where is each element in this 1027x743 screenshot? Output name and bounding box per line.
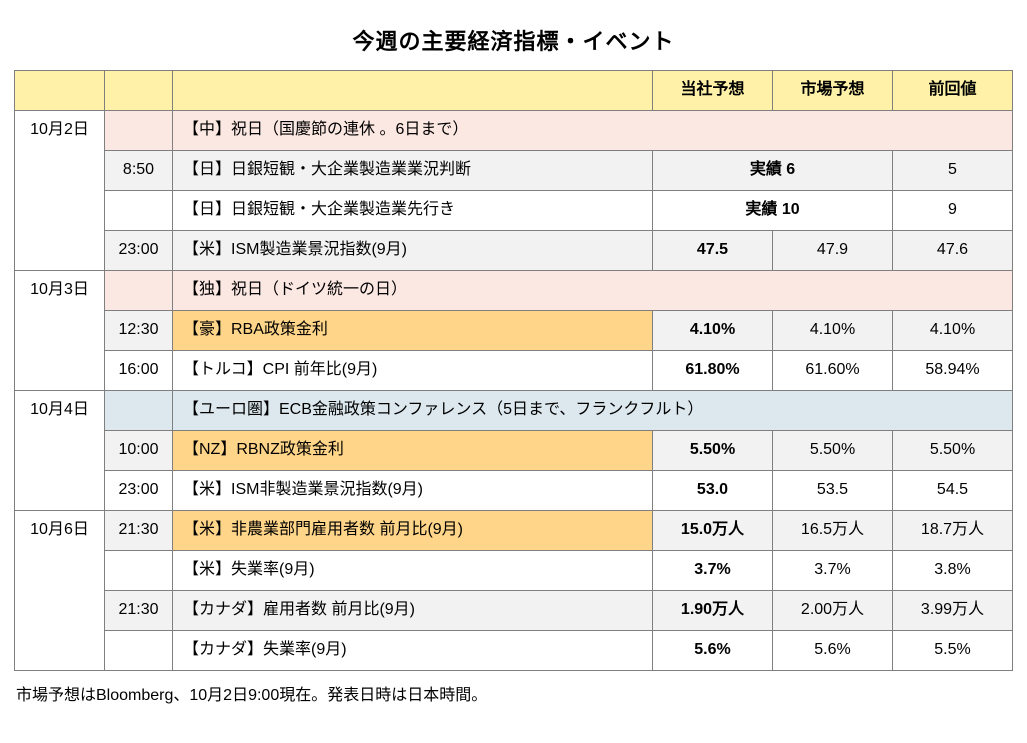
cell-ours: 47.5	[653, 231, 773, 271]
cell-prev: 5	[893, 151, 1013, 191]
page-title: 今週の主要経済指標・イベント	[14, 24, 1013, 56]
cell-ours-market-span: 実績 10	[653, 191, 893, 231]
cell-event: 【豪】RBA政策金利	[173, 311, 653, 351]
cell-ours: 3.7%	[653, 551, 773, 591]
table-row: 10月6日21:30【米】非農業部門雇用者数 前月比(9月)15.0万人16.5…	[15, 511, 1013, 551]
cell-prev: 3.8%	[893, 551, 1013, 591]
cell-event: 【カナダ】失業率(9月)	[173, 631, 653, 671]
cell-ours: 53.0	[653, 471, 773, 511]
cell-time: 23:00	[105, 231, 173, 271]
cell-ours: 61.80%	[653, 351, 773, 391]
cell-time: 21:30	[105, 511, 173, 551]
cell-prev: 5.50%	[893, 431, 1013, 471]
cell-date: 10月3日	[15, 271, 105, 391]
cell-time	[105, 551, 173, 591]
table-row: 12:30【豪】RBA政策金利4.10%4.10%4.10%	[15, 311, 1013, 351]
cell-market: 5.50%	[773, 431, 893, 471]
cell-prev: 54.5	[893, 471, 1013, 511]
cell-prev: 18.7万人	[893, 511, 1013, 551]
table-row: 10:00【NZ】RBNZ政策金利5.50%5.50%5.50%	[15, 431, 1013, 471]
table-row: 10月2日【中】祝日（国慶節の連休 。6日まで）	[15, 111, 1013, 151]
table-header-row: 当社予想 市場予想 前回値	[15, 71, 1013, 111]
cell-event: 【ユーロ圏】ECB金融政策コンファレンス（5日まで、フランクフルト）	[173, 391, 1013, 431]
col-prev-header: 前回値	[893, 71, 1013, 111]
cell-prev: 3.99万人	[893, 591, 1013, 631]
cell-time	[105, 111, 173, 151]
cell-prev: 58.94%	[893, 351, 1013, 391]
cell-time	[105, 271, 173, 311]
cell-event: 【米】非農業部門雇用者数 前月比(9月)	[173, 511, 653, 551]
table-body: 10月2日【中】祝日（国慶節の連休 。6日まで）8:50【日】日銀短観・大企業製…	[15, 111, 1013, 671]
table-row: 【日】日銀短観・大企業製造業先行き実績 109	[15, 191, 1013, 231]
cell-event: 【米】ISM製造業景況指数(9月)	[173, 231, 653, 271]
cell-event: 【米】ISM非製造業景況指数(9月)	[173, 471, 653, 511]
economic-calendar-table: 当社予想 市場予想 前回値 10月2日【中】祝日（国慶節の連休 。6日まで）8:…	[14, 70, 1013, 671]
cell-event: 【カナダ】雇用者数 前月比(9月)	[173, 591, 653, 631]
cell-ours: 4.10%	[653, 311, 773, 351]
cell-time	[105, 191, 173, 231]
footnote-text: 市場予想はBloomberg、10月2日9:00現在。発表日時は日本時間。	[16, 681, 1011, 705]
cell-time	[105, 631, 173, 671]
table-row: 10月4日【ユーロ圏】ECB金融政策コンファレンス（5日まで、フランクフルト）	[15, 391, 1013, 431]
cell-event: 【独】祝日（ドイツ統一の日）	[173, 271, 1013, 311]
cell-time: 23:00	[105, 471, 173, 511]
cell-time	[105, 391, 173, 431]
table-row: 【カナダ】失業率(9月)5.6%5.6%5.5%	[15, 631, 1013, 671]
cell-prev: 47.6	[893, 231, 1013, 271]
cell-time: 8:50	[105, 151, 173, 191]
table-row: 16:00【トルコ】CPI 前年比(9月)61.80%61.60%58.94%	[15, 351, 1013, 391]
table-row: 21:30【カナダ】雇用者数 前月比(9月)1.90万人2.00万人3.99万人	[15, 591, 1013, 631]
cell-ours: 5.50%	[653, 431, 773, 471]
cell-event: 【米】失業率(9月)	[173, 551, 653, 591]
cell-prev: 9	[893, 191, 1013, 231]
table-row: 10月3日【独】祝日（ドイツ統一の日）	[15, 271, 1013, 311]
cell-event: 【トルコ】CPI 前年比(9月)	[173, 351, 653, 391]
cell-market: 47.9	[773, 231, 893, 271]
cell-time: 21:30	[105, 591, 173, 631]
cell-market: 53.5	[773, 471, 893, 511]
cell-prev: 4.10%	[893, 311, 1013, 351]
cell-market: 2.00万人	[773, 591, 893, 631]
table-row: 23:00【米】ISM製造業景況指数(9月)47.547.947.6	[15, 231, 1013, 271]
cell-date: 10月6日	[15, 511, 105, 671]
cell-event: 【NZ】RBNZ政策金利	[173, 431, 653, 471]
cell-market: 5.6%	[773, 631, 893, 671]
cell-date: 10月4日	[15, 391, 105, 511]
table-row: 8:50【日】日銀短観・大企業製造業業況判断実績 65	[15, 151, 1013, 191]
cell-time: 12:30	[105, 311, 173, 351]
cell-market: 3.7%	[773, 551, 893, 591]
cell-ours: 5.6%	[653, 631, 773, 671]
cell-date: 10月2日	[15, 111, 105, 271]
cell-market: 4.10%	[773, 311, 893, 351]
cell-ours-market-span: 実績 6	[653, 151, 893, 191]
cell-prev: 5.5%	[893, 631, 1013, 671]
cell-time: 16:00	[105, 351, 173, 391]
col-event-header	[173, 71, 653, 111]
cell-ours: 15.0万人	[653, 511, 773, 551]
col-time-header	[105, 71, 173, 111]
cell-market: 61.60%	[773, 351, 893, 391]
table-row: 23:00【米】ISM非製造業景況指数(9月)53.053.554.5	[15, 471, 1013, 511]
col-market-header: 市場予想	[773, 71, 893, 111]
cell-market: 16.5万人	[773, 511, 893, 551]
col-ours-header: 当社予想	[653, 71, 773, 111]
col-date-header	[15, 71, 105, 111]
cell-event: 【日】日銀短観・大企業製造業先行き	[173, 191, 653, 231]
table-row: 【米】失業率(9月)3.7%3.7%3.8%	[15, 551, 1013, 591]
cell-ours: 1.90万人	[653, 591, 773, 631]
cell-event: 【日】日銀短観・大企業製造業業況判断	[173, 151, 653, 191]
cell-event: 【中】祝日（国慶節の連休 。6日まで）	[173, 111, 1013, 151]
cell-time: 10:00	[105, 431, 173, 471]
